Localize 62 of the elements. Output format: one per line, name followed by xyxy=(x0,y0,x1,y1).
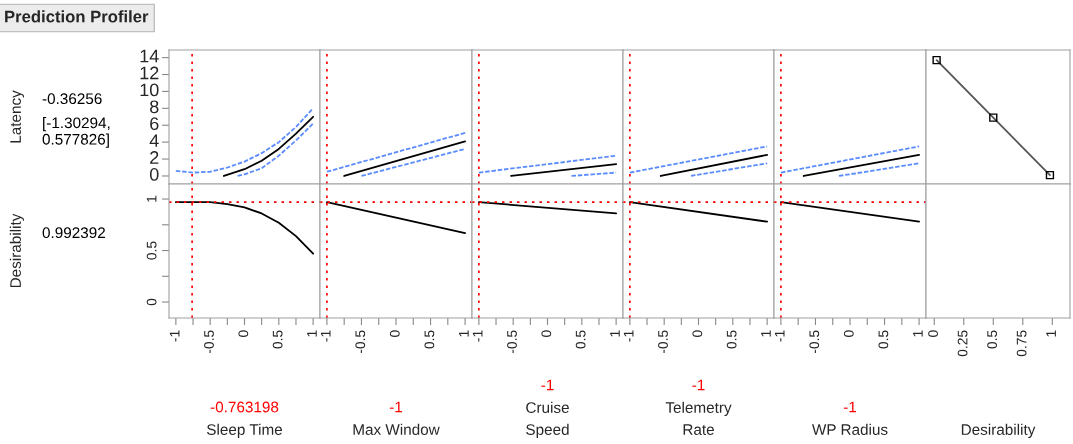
x-tick-label: 0.5 xyxy=(878,330,889,349)
ref-line-label: -1 xyxy=(541,379,554,391)
x-axis-title: WP Radius xyxy=(812,423,888,435)
y-tick-label: 8 xyxy=(150,100,159,114)
x-tick-label: 1 xyxy=(761,330,771,337)
x-axis-title: Sleep Time xyxy=(206,423,283,438)
line-series xyxy=(174,107,315,174)
y-tick-label: 4 xyxy=(149,134,159,147)
x-tick-label: -0.5 xyxy=(507,330,517,354)
ref-line-label: -1 xyxy=(843,401,857,413)
y-tick-label: 6 xyxy=(150,117,159,131)
x-tick-label: 1 xyxy=(459,330,469,337)
ref-line-label: -0.763198 xyxy=(210,401,279,413)
x-tick-label: -1 xyxy=(472,330,483,342)
x-tick-label: 1 xyxy=(610,330,620,337)
ref-line-label: -1 xyxy=(692,379,705,391)
text: -0.36256 xyxy=(42,93,102,105)
text: [-1.30294, 0.577826] xyxy=(42,117,110,148)
x-tick-label: -0.5 xyxy=(355,330,366,354)
y-tick-label: 14 xyxy=(140,49,159,63)
x-tick-label: -0.5 xyxy=(658,330,668,354)
y-tick-label: 0 xyxy=(146,298,157,306)
ref-line-label: -1 xyxy=(389,401,403,413)
x-tick-label: 0.75 xyxy=(1016,330,1027,357)
y-tick-label: 10 xyxy=(140,83,159,97)
y-axis-title: Desirability xyxy=(9,213,24,288)
y-tick-label: 1 xyxy=(146,195,157,202)
text: 0.992392 xyxy=(42,227,105,239)
x-tick-label: 0.5 xyxy=(726,330,737,349)
y-tick-label: 2 xyxy=(150,151,159,164)
x-tick-label: 0 xyxy=(541,330,552,337)
x-tick-label: 0.5 xyxy=(272,330,283,349)
y-axis-title: Latency xyxy=(10,90,24,143)
x-tick-label: 0 xyxy=(928,330,938,337)
x-axis-title: Telemetry Rate xyxy=(665,401,732,435)
x-tick-label: 1 xyxy=(307,330,317,337)
x-tick-label: -1 xyxy=(169,330,180,342)
x-tick-label: 0 xyxy=(238,330,249,337)
y-tick-label: 0 xyxy=(149,168,159,181)
x-tick-label: -1 xyxy=(774,330,785,342)
x-tick-label: -0.5 xyxy=(204,330,214,354)
x-tick-label: 0.5 xyxy=(987,330,998,349)
chart-title: Prediction Profiler xyxy=(5,10,149,23)
line-series xyxy=(174,201,315,255)
line-series xyxy=(223,115,315,177)
x-tick-label: 1 xyxy=(1046,330,1056,337)
x-axis-title: Desirability xyxy=(961,423,1036,438)
y-tick-label: 0.5 xyxy=(146,241,157,260)
x-tick-label: 0.5 xyxy=(575,330,586,349)
x-tick-label: -1 xyxy=(623,330,634,342)
x-tick-label: 0 xyxy=(843,330,854,337)
x-axis-title: Cruise Speed xyxy=(526,401,569,438)
x-axis-title: Max Window xyxy=(353,423,440,435)
x-tick-label: -1 xyxy=(320,330,331,342)
line-series xyxy=(236,122,315,177)
x-tick-label: 0.5 xyxy=(424,330,435,349)
y-tick-label: 12 xyxy=(140,66,159,80)
x-tick-label: 0 xyxy=(692,330,703,337)
x-tick-label: 0.25 xyxy=(957,330,968,357)
x-tick-label: -0.5 xyxy=(809,330,820,354)
x-tick-label: 1 xyxy=(913,330,923,337)
x-tick-label: 0 xyxy=(389,330,400,337)
